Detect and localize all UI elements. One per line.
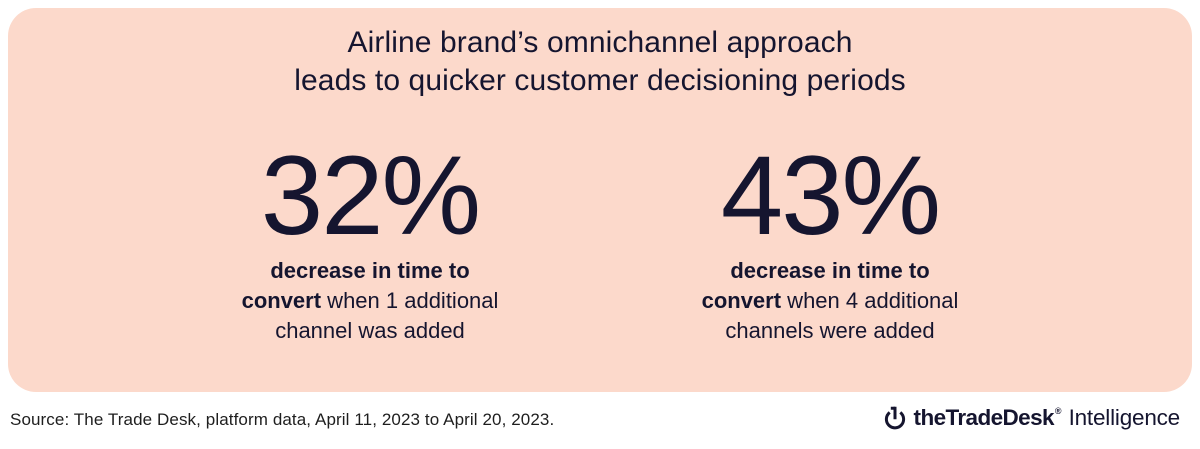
stat-value-right: 43% — [720, 133, 941, 258]
trade-desk-logo-icon — [884, 406, 905, 430]
title-line-1: Airline brand’s omnichannel approach — [347, 26, 853, 59]
brand-suffix: Intelligence — [1068, 404, 1181, 430]
stat-value-left: 32% — [260, 133, 481, 258]
title-line-2: leads to quicker customer decisioning pe… — [294, 64, 906, 97]
stat-right: 43% decrease in time to convert when 4 ad… — [670, 140, 990, 346]
trade-desk-logo: theTradeDesk ® Intelligence — [883, 404, 1180, 431]
registered-mark: ® — [1054, 405, 1062, 416]
stats-row: 32% decrease in time to convert when 1 ad… — [8, 140, 1192, 346]
stat-description-right: decrease in time to convert when 4 additi… — [701, 258, 959, 343]
stat-left: 32% decrease in time to convert when 1 ad… — [210, 140, 530, 346]
brand-wordmark: theTradeDesk — [913, 404, 1055, 430]
stat-card: Airline brand’s omnichannel approach lea… — [8, 8, 1192, 392]
source-note: Source: The Trade Desk, platform data, A… — [10, 410, 555, 429]
card-title: Airline brand’s omnichannel approach lea… — [8, 24, 1192, 100]
stat-description-left: decrease in time to convert when 1 additi… — [241, 258, 499, 343]
